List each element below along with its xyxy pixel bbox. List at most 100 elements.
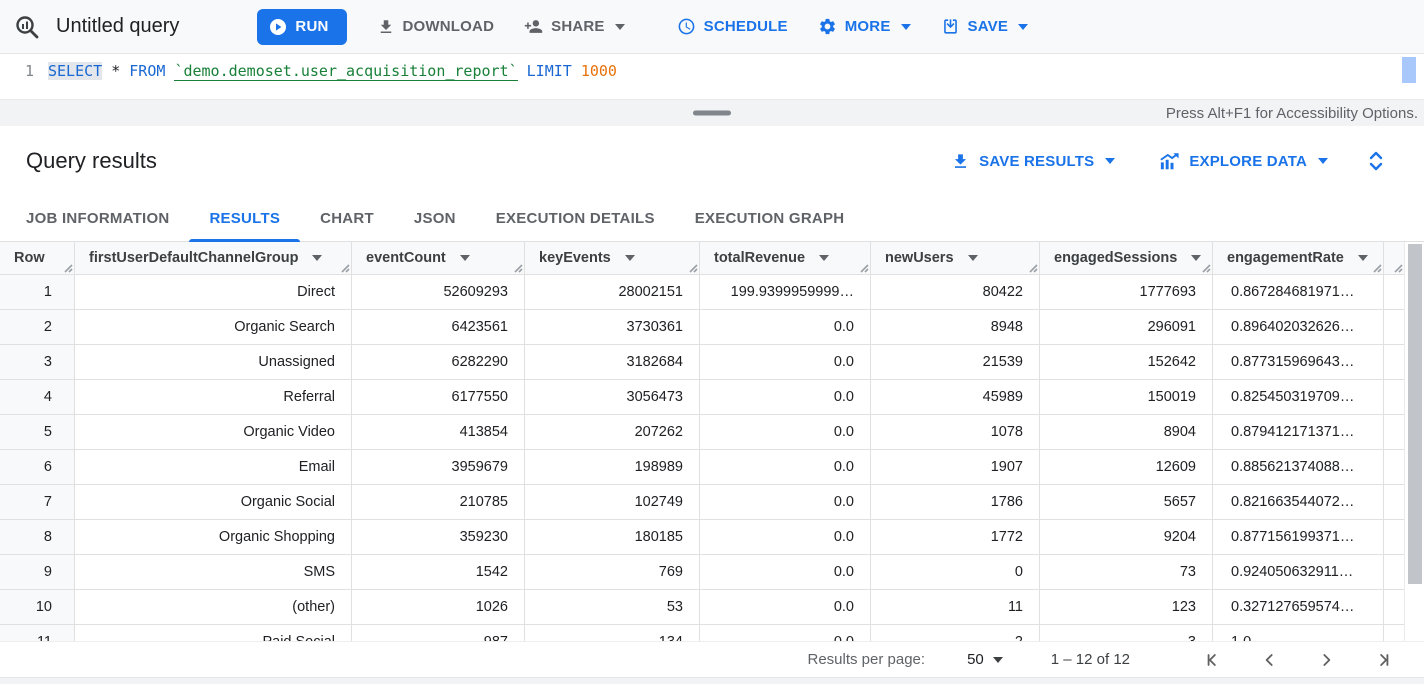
editor-scrollbar-thumb[interactable] [1402,57,1416,83]
cell-newUsers: 21539 [871,345,1040,380]
cell-engagementRate: 1.0 [1213,625,1384,641]
row-number-cell: 5 [0,415,75,450]
download-button[interactable]: DOWNLOAD [377,18,495,36]
prev-page-button[interactable] [1258,648,1282,672]
bottom-strip [0,677,1424,684]
tab-results[interactable]: RESULTS [189,196,300,242]
sql-keyword-limit: LIMIT [526,62,572,80]
cell-overflow [1384,415,1404,450]
save-results-button[interactable]: SAVE RESULTS [951,152,1116,171]
cell-totalRevenue: 0.0 [700,450,871,485]
cell-overflow [1384,485,1404,520]
cell-engagementRate: 0.825450319709… [1213,380,1384,415]
download-icon [380,19,391,33]
cell-overflow [1384,275,1404,310]
sort-caret-icon[interactable] [459,255,470,261]
cell-keyEvents: 3056473 [525,380,700,415]
cell-keyEvents: 3182684 [525,345,700,380]
page-size-select[interactable]: 50 [967,651,1003,668]
sql-table-ref[interactable]: `demo.demoset.user_acquisition_report` [174,62,518,81]
sql-keyword-select: SELECT [48,62,103,80]
page-size-value: 50 [967,651,984,668]
table-scrollbar[interactable] [1404,242,1424,641]
share-label: SHARE [551,18,605,35]
tab-execution-graph[interactable]: EXECUTION GRAPH [694,210,845,227]
cell-overflow [1384,380,1404,415]
cell-engagedSessions: 12609 [1040,450,1213,485]
share-button[interactable]: SHARE [524,17,625,36]
cell-keyEvents: 28002151 [525,275,700,310]
tab-json[interactable]: JSON [413,210,456,227]
table-row: 2 Organic Search 6423561 3730361 0.0 8948 2960… [0,310,1404,345]
column-header-eventCount: eventCount [352,242,525,275]
expand-collapse-button[interactable] [1368,150,1384,172]
splitter-drag-handle[interactable] [693,110,731,116]
accessibility-hint: Press Alt+F1 for Accessibility Options. [1165,104,1418,122]
sort-caret-icon[interactable] [624,255,635,261]
cell-eventCount: 1542 [352,555,525,590]
cell-keyEvents: 769 [525,555,700,590]
column-header-keyEvents: keyEvents [525,242,700,275]
row-number-cell: 3 [0,345,75,380]
sql-editor[interactable]: 1 SELECT * FROM `demo.demoset.user_acquis… [0,54,1424,99]
cell-eventCount: 1026 [352,590,525,625]
cell-engagedSessions: 8904 [1040,415,1213,450]
cell-totalRevenue: 0.0 [700,415,871,450]
save-icon [943,19,957,34]
table-row: 7 Organic Social 210785 102749 0.0 1786 5657 0.… [0,485,1404,520]
sort-caret-icon[interactable] [1357,255,1368,261]
next-page-button[interactable] [1314,648,1338,672]
cell-engagedSessions: 123 [1040,590,1213,625]
cell-engagedSessions: 73 [1040,555,1213,590]
cell-keyEvents: 134 [525,625,700,641]
cell-overflow [1384,590,1404,625]
run-button[interactable]: RUN [257,8,347,45]
sort-caret-icon[interactable] [312,255,323,261]
chevron-down-icon [992,656,1003,663]
explore-data-button[interactable]: EXPLORE DATA [1159,152,1328,171]
gear-icon [819,18,835,35]
row-number-cell: 1 [0,275,75,310]
table-row: 9 SMS 1542 769 0.0 0 73 0.924050632911… [0,555,1404,590]
sort-caret-icon[interactable] [967,255,978,261]
query-title: Untitled query [56,15,180,37]
cell-firstUserDefaultChannelGroup: Organic Shopping [75,520,352,555]
cell-engagementRate: 0.821663544072… [1213,485,1384,520]
row-number-cell: 11 [0,625,75,641]
tab-chart[interactable]: CHART [320,210,374,227]
save-button[interactable]: SAVE [941,17,1029,36]
cell-totalRevenue: 0.0 [700,310,871,345]
table-row: 11Paid Social9871340.0231.0 [0,625,1404,641]
cell-firstUserDefaultChannelGroup: Organic Video [75,415,352,450]
cell-totalRevenue: 199.9399959999… [700,275,871,310]
row-number-cell: 7 [0,485,75,520]
column-header-newUsers: newUsers [871,242,1040,275]
results-table-container: Row firstUserDefaultChannelGroup eventCoun… [0,242,1424,641]
row-number-cell: 6 [0,450,75,485]
cell-totalRevenue: 0.0 [700,555,871,590]
cell-eventCount: 6423561 [352,310,525,345]
column-header-label: Row [14,250,45,266]
tab-job-information[interactable]: JOB INFORMATION [26,210,170,227]
schedule-button[interactable]: SCHEDULE [677,17,788,36]
chevron-right-icon [1323,653,1331,666]
tab-execution-details[interactable]: EXECUTION DETAILS [495,210,655,227]
page-range-label: 1 – 12 of 12 [1050,651,1130,668]
cell-eventCount: 359230 [352,520,525,555]
sort-caret-icon[interactable] [1191,255,1202,261]
cell-keyEvents: 102749 [525,485,700,520]
sort-caret-icon[interactable] [819,255,830,261]
more-button[interactable]: MORE [818,17,911,36]
last-page-button[interactable] [1370,648,1394,672]
first-page-button[interactable] [1202,648,1226,672]
table-scrollbar-thumb[interactable] [1408,244,1422,584]
cell-overflow [1384,520,1404,555]
explore-data-icon [1160,152,1179,169]
run-label: RUN [295,18,329,35]
cell-engagedSessions: 1777693 [1040,275,1213,310]
chevron-down-icon [614,23,625,30]
column-header-label: engagementRate [1227,250,1344,266]
query-results-title: Query results [26,148,157,173]
cell-keyEvents: 53 [525,590,700,625]
cell-firstUserDefaultChannelGroup: Email [75,450,352,485]
